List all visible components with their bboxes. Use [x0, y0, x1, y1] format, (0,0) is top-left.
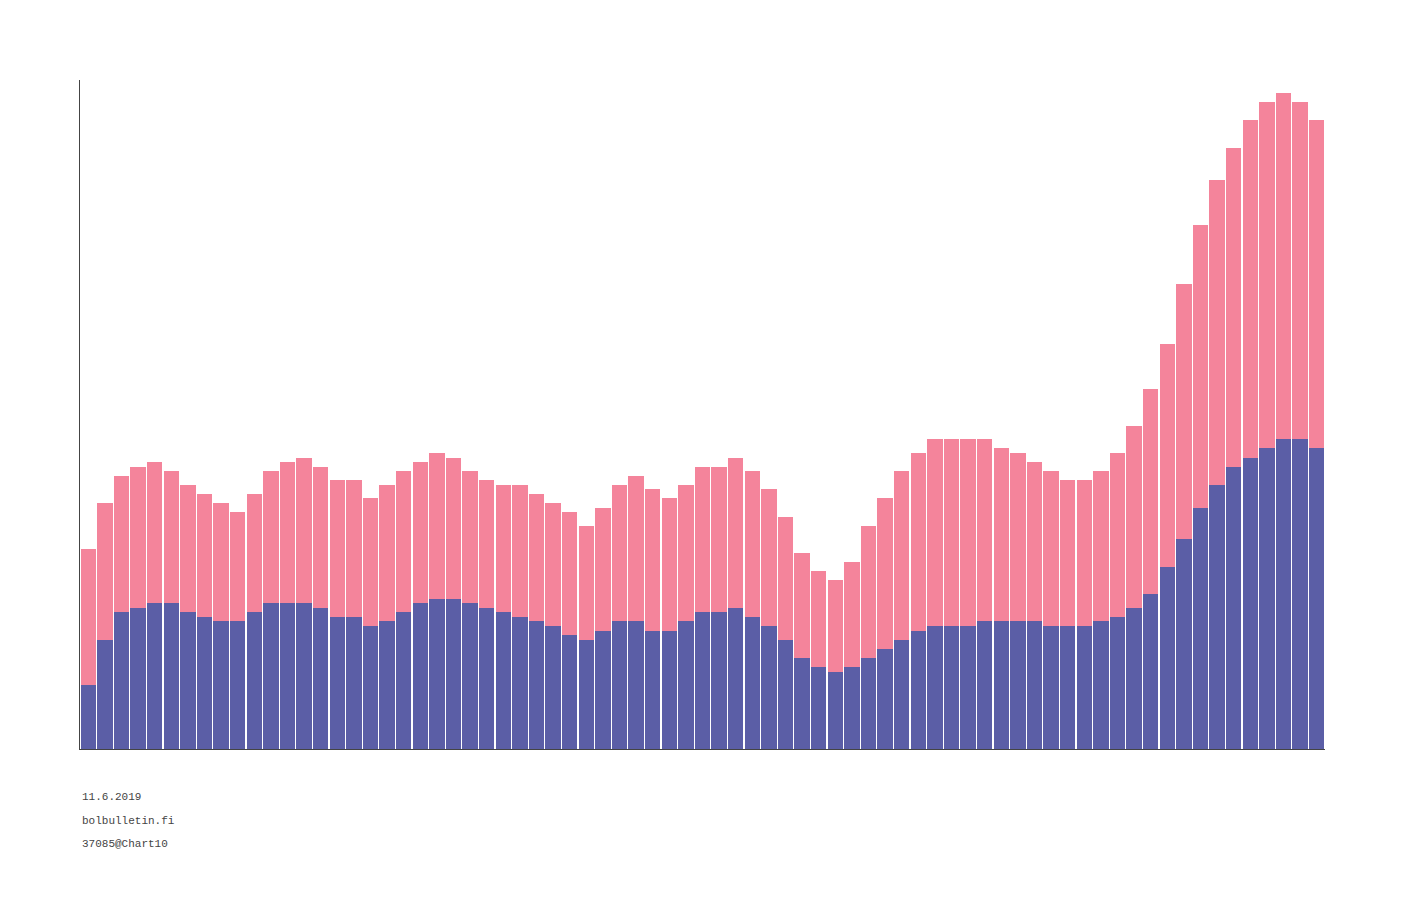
svg-text:11.6.2019: 11.6.2019	[82, 791, 141, 803]
svg-text:37085@Chart10: 37085@Chart10	[82, 838, 168, 850]
svg-text:bolbulletin.fi: bolbulletin.fi	[82, 815, 175, 827]
